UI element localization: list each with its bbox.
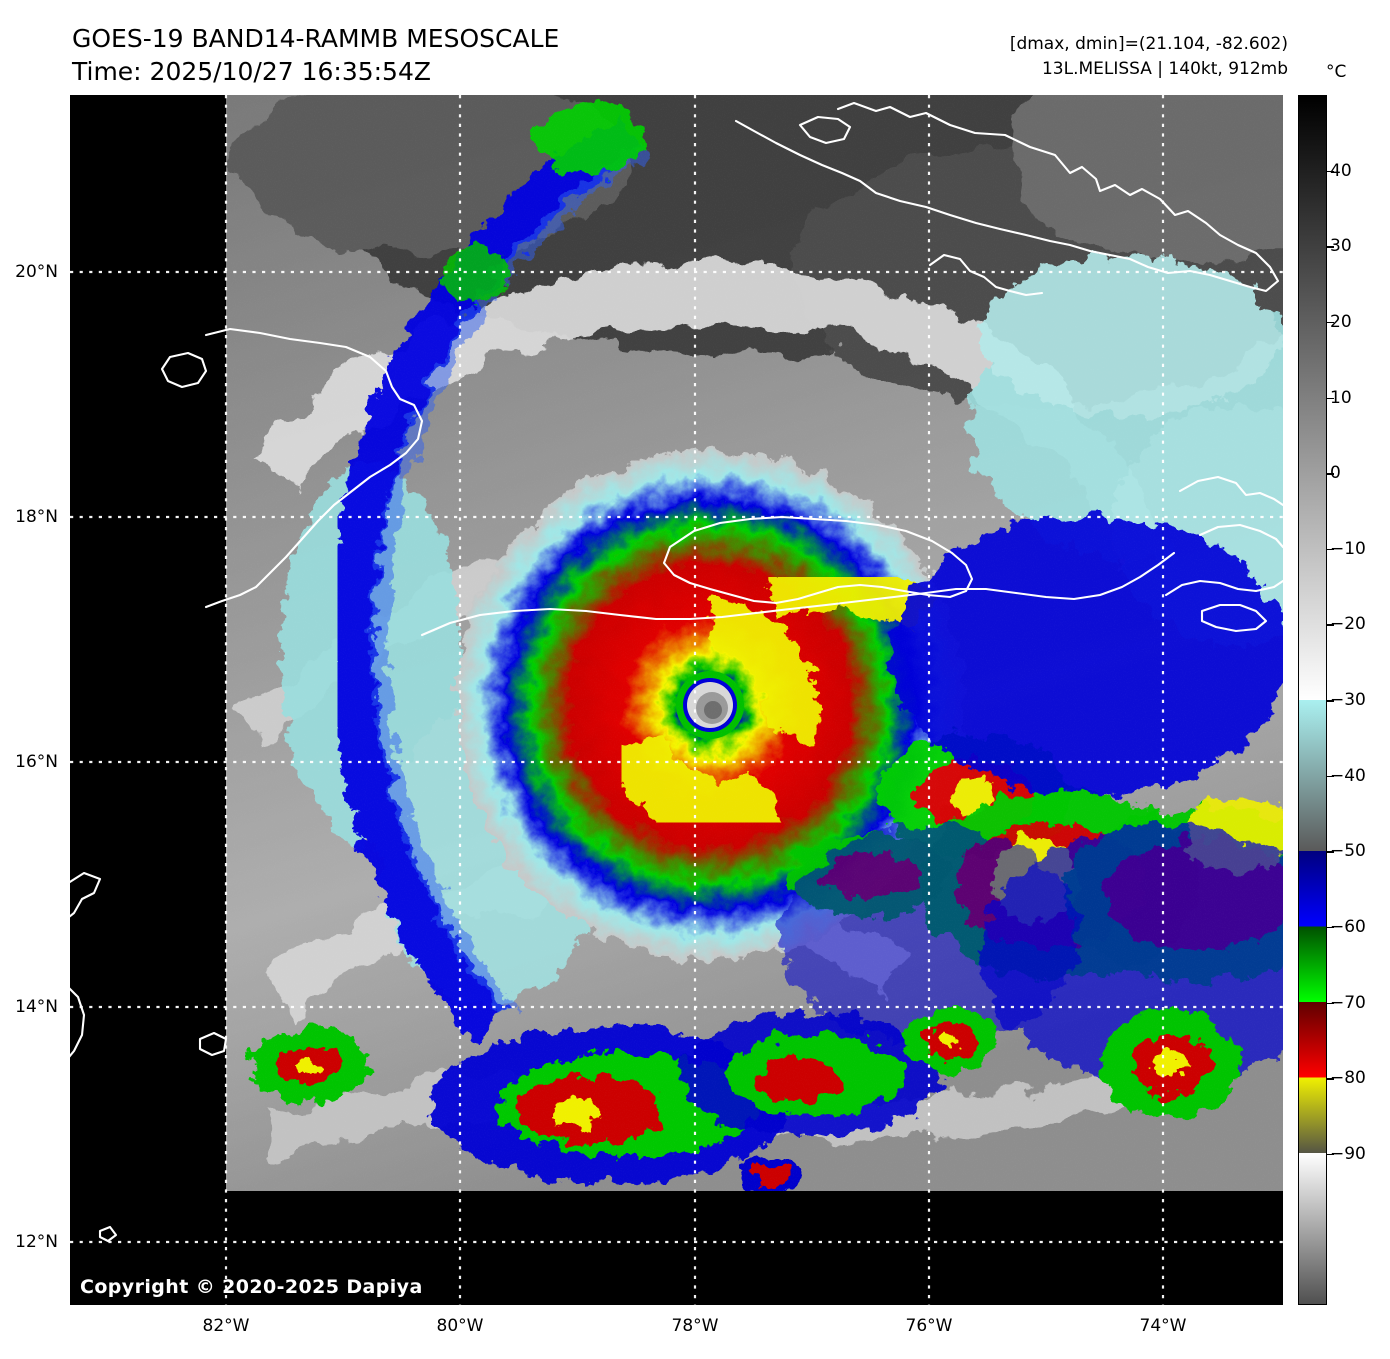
- colorbar-tickmark: [1327, 321, 1334, 324]
- lat-tick-18n: 18°N: [15, 507, 58, 527]
- colorbar-tick-minus50: −50: [1330, 841, 1366, 862]
- colorbar-gradient: [1299, 96, 1326, 1304]
- coastline-island-west-1: [70, 871, 102, 918]
- metadata-block: [dmax, dmin]=(21.104, -82.602) 13L.MELIS…: [1010, 32, 1288, 82]
- colorbar-tickmark: [1327, 624, 1334, 626]
- colorbar-tickmark: [1327, 700, 1334, 702]
- lon-tick-74w: 74°W: [1139, 1316, 1187, 1336]
- lon-tick-76w: 76°W: [905, 1316, 953, 1336]
- coastline-hispaniola-2: [1198, 523, 1283, 549]
- satellite-imagery-canvas: [70, 95, 1283, 1305]
- copyright-label: Copyright © 2020-2025 Dapiya: [80, 1276, 423, 1298]
- coastline-overlay: [70, 101, 1283, 1243]
- colorbar-tickmark: [1327, 851, 1334, 853]
- colorbar-tick-20: 20: [1330, 311, 1352, 332]
- colorbar-tickmark: [1327, 548, 1334, 551]
- brightness-temperature-field: [226, 95, 1283, 1191]
- lat-tick-12n: 12°N: [15, 1232, 58, 1252]
- colorbar-tickmark: [1327, 926, 1334, 929]
- coastline-island-south: [98, 1225, 118, 1243]
- colorbar-unit-label: °C: [1326, 62, 1347, 82]
- colorbar-tick-minus30: −30: [1330, 690, 1366, 710]
- colorbar-tickmark: [1327, 473, 1334, 475]
- colorbar-tick-minus20: −20: [1330, 614, 1366, 635]
- lat-tick-20n: 20°N: [15, 262, 58, 282]
- colorbar-tick-minus80: −80: [1330, 1068, 1366, 1089]
- colorbar-tick-30: 30: [1330, 236, 1352, 257]
- dmax-dmin-label: [dmax, dmin]=(21.104, -82.602): [1009, 34, 1288, 54]
- colorbar-tick-0: 0: [1330, 463, 1341, 484]
- coastline-island-providencia: [198, 1031, 228, 1057]
- colorbar-tickmark: [1327, 775, 1334, 778]
- coastline-hispaniola-3: [1164, 579, 1283, 597]
- coastline-cuba: [734, 101, 1280, 293]
- colorbar-tick-minus70: −70: [1330, 992, 1366, 1013]
- coastline-cuba-keys: [798, 115, 852, 145]
- title-block: GOES-19 BAND14-RAMMB MESOSCALE Time: 202…: [72, 22, 559, 88]
- colorbar-tick-minus40: −40: [1330, 765, 1366, 786]
- lon-tick-80w: 80°W: [436, 1316, 484, 1336]
- colorbar-tickmark: [1327, 1078, 1334, 1080]
- coastline-hispaniola: [1178, 475, 1283, 507]
- coastline-jamaica: [662, 515, 974, 605]
- lon-tick-82w: 82°W: [202, 1316, 250, 1336]
- colorbar-tick-minus60: −60: [1330, 916, 1366, 937]
- storm-info-label: 13L.MELISSA | 140kt, 912mb: [1041, 59, 1288, 79]
- page-title: GOES-19 BAND14-RAMMB MESOSCALE: [72, 24, 560, 53]
- satellite-image-plot[interactable]: Copyright © 2020-2025 Dapiya: [70, 95, 1283, 1305]
- coastline-isla-juventud: [160, 351, 208, 389]
- coastline-cuba-south: [204, 327, 424, 609]
- coastline-island-west-2: [70, 987, 86, 1058]
- colorbar-tick-40: 40: [1330, 160, 1352, 181]
- temperature-colorbar[interactable]: [1298, 95, 1327, 1305]
- colorbar-tickmark: [1327, 1002, 1334, 1005]
- coastline-hispaniola-4: [1200, 603, 1268, 633]
- lon-tick-78w: 78°W: [671, 1316, 719, 1336]
- coastline-cuba-bay: [928, 253, 1044, 297]
- coastline-cuba-south2: [420, 551, 1176, 637]
- lat-tick-14n: 14°N: [15, 997, 58, 1017]
- timestamp-label: Time: 2025/10/27 16:35:54Z: [72, 57, 431, 86]
- graticule: [70, 95, 1283, 1305]
- colorbar-tickmark: [1327, 246, 1334, 248]
- colorbar-tick-minus10: −10: [1330, 538, 1366, 559]
- colorbar-tick-minus90: −90: [1330, 1143, 1366, 1164]
- colorbar-tick-10: 10: [1330, 387, 1352, 408]
- colorbar-tickmark: [1327, 397, 1334, 400]
- colorbar-tickmark: [1327, 1153, 1334, 1156]
- lat-tick-16n: 16°N: [15, 752, 58, 772]
- colorbar-tickmark: [1327, 170, 1334, 173]
